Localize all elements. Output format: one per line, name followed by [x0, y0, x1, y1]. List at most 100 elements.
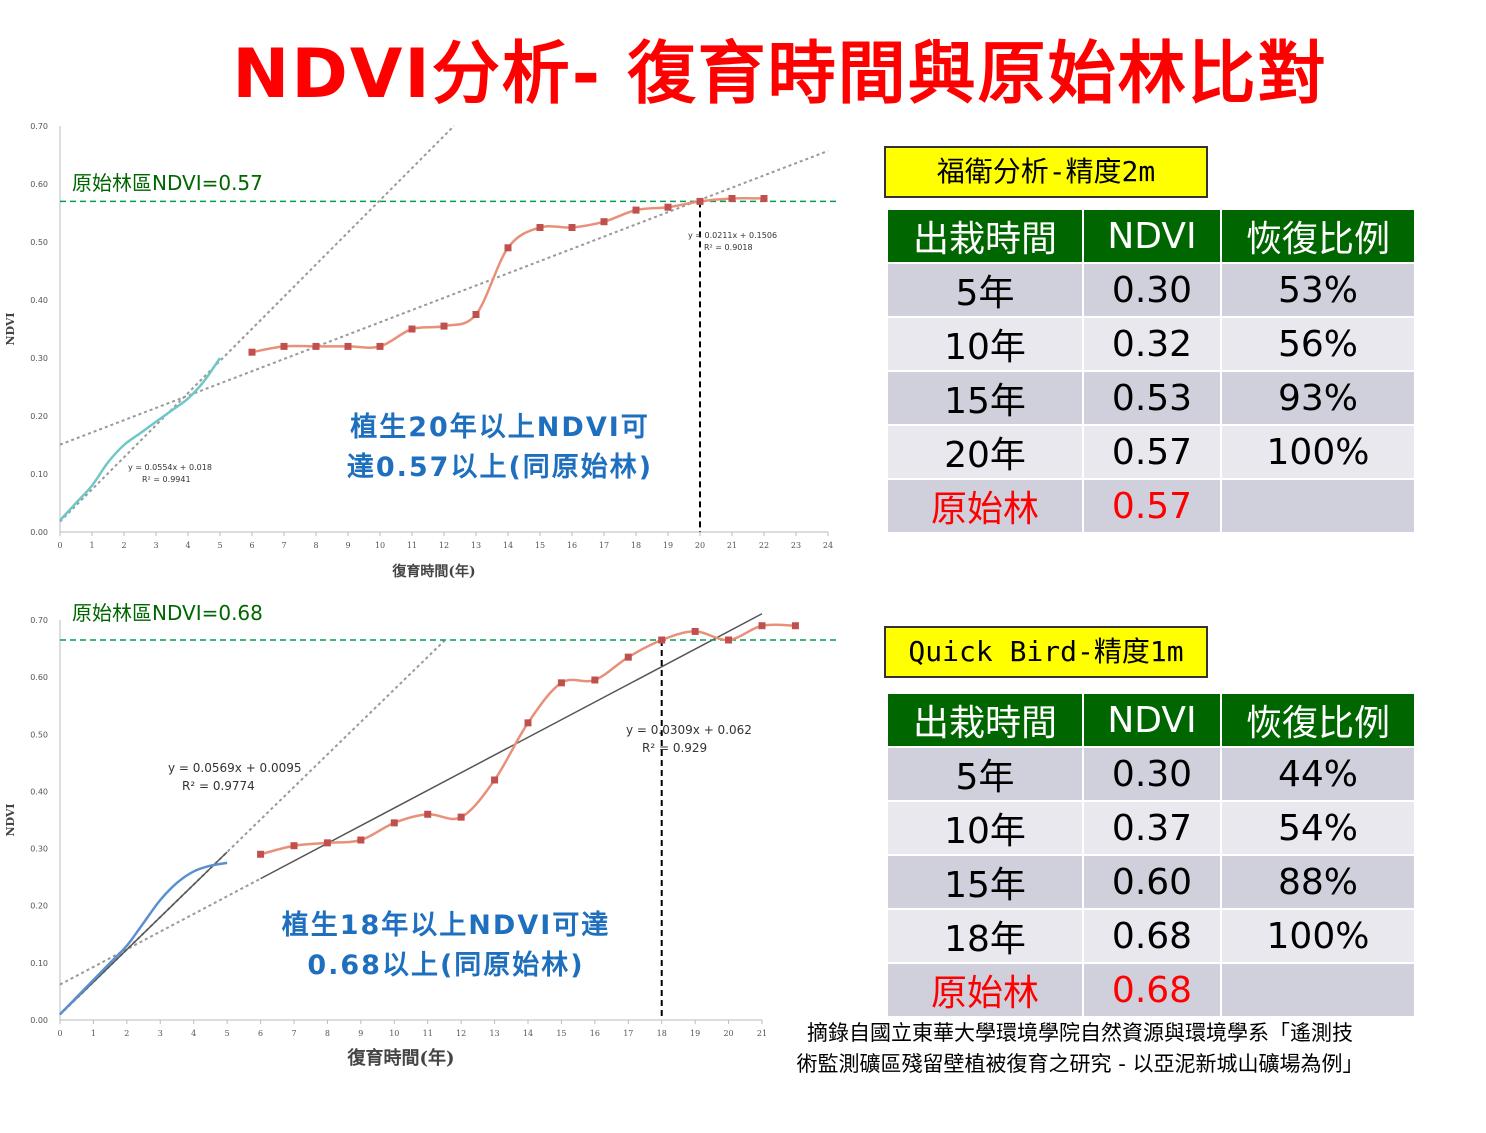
early-fit-r2: R² = 0.9941: [142, 475, 191, 484]
y-tick-label: 0.70: [30, 616, 48, 625]
x-tick-label: 3: [153, 541, 158, 550]
x-tick-label: 11: [423, 1029, 433, 1038]
data-point-marker: [591, 676, 599, 684]
table-row: 10年 0.32 56%: [886, 316, 1416, 372]
x-tick-label: 7: [291, 1029, 296, 1038]
data-point-marker: [600, 218, 608, 226]
x-tick-label: 17: [623, 1029, 633, 1038]
x-tick-label: 13: [471, 541, 481, 550]
x-tick-label: 5: [217, 541, 222, 550]
x-tick-label: 22: [759, 541, 769, 550]
x-tick-label: 16: [590, 1029, 600, 1038]
data-point-marker: [257, 850, 265, 858]
x-tick-label: 10: [375, 541, 385, 550]
late-fit-r2: R² = 0.929: [642, 741, 707, 755]
table-cell: 44%: [1220, 746, 1416, 802]
table-cell: 15年: [886, 854, 1084, 910]
data-point-marker: [312, 342, 320, 350]
table-cell: 5年: [886, 746, 1084, 802]
y-tick-label: 0.10: [30, 959, 48, 968]
late-series-line: [260, 623, 796, 856]
data-point-marker: [472, 311, 480, 318]
late-trendline-extension: [59, 877, 262, 986]
data-point-marker: [725, 636, 733, 644]
x-tick-label: 15: [535, 541, 545, 550]
y-tick-label: 0.00: [30, 528, 48, 537]
data-point-marker: [791, 622, 799, 630]
x-tick-label: 9: [345, 541, 350, 550]
table-cell: 0.30: [1082, 262, 1222, 318]
table-cell: 5年: [886, 262, 1084, 318]
data-point-marker: [344, 342, 352, 350]
x-tick-label: 4: [185, 541, 190, 550]
data-point-marker: [624, 653, 632, 661]
table-cell: 原始林: [886, 478, 1084, 534]
late-fit-r2: R² = 0.9018: [704, 243, 753, 252]
x-tick-label: 10: [389, 1029, 399, 1038]
x-tick-label: 12: [456, 1029, 466, 1038]
x-tick-label: 6: [249, 541, 254, 550]
y-axis-label: NDVI: [4, 803, 17, 836]
table-cell: 0.57: [1082, 424, 1222, 480]
table-header-row: 出栽時間 NDVI 恢復比例: [886, 208, 1416, 264]
table-cell: 10年: [886, 316, 1084, 372]
x-tick-label: 15: [556, 1029, 566, 1038]
x-tick-label: 14: [503, 541, 513, 550]
y-tick-label: 0.10: [30, 470, 48, 479]
data-point-marker: [457, 813, 465, 821]
late-trendline: [260, 613, 763, 880]
panel-header-satellite: 福衛分析-精度2m: [884, 146, 1208, 198]
table-cell: 93%: [1220, 370, 1416, 426]
y-tick-label: 0.30: [30, 845, 48, 854]
table-row: 5年 0.30 53%: [886, 262, 1416, 318]
early-fit-r2: R² = 0.9774: [182, 779, 255, 793]
annotation-text: 達0.57以上(同原始林): [347, 451, 653, 483]
column-header: NDVI: [1082, 692, 1222, 748]
table-cell: 100%: [1220, 908, 1416, 964]
table-cell: 10年: [886, 800, 1084, 856]
late-fit-equation: y = 0.0211x + 0.1506: [688, 231, 777, 240]
table-cell: 0.60: [1082, 854, 1222, 910]
early-fit-equation: y = 0.0569x + 0.0095: [168, 761, 302, 775]
chart-quickbird-1m: 0.00 0.10 0.20 0.30 0.40 0.50 0.60 0.70 0 1 2 3 4 5 6 7…: [0, 600, 840, 1080]
x-tick-label: 19: [663, 541, 673, 550]
table-cell: 0.57: [1082, 478, 1222, 534]
y-tick-label: 0.40: [30, 296, 48, 305]
data-point-marker: [424, 810, 432, 818]
y-tick-label: 0.60: [30, 180, 48, 189]
data-point-marker: [696, 197, 704, 205]
data-point-marker: [376, 342, 384, 350]
data-point-marker: [658, 636, 666, 644]
x-tick-label: 16: [567, 541, 577, 550]
x-tick-label: 20: [695, 541, 705, 550]
annotation-text: 0.68以上(同原始林): [307, 949, 584, 981]
chart-svg-1: 0.000.100.200.300.400.500.600.700 1 2 3 4 5 6 7…: [4, 122, 838, 580]
x-tick-label: 3: [158, 1029, 163, 1038]
table-cell: [1220, 478, 1416, 534]
x-tick-label: 17: [599, 541, 609, 550]
y-axis-label: NDVI: [4, 312, 17, 345]
data-point-marker: [758, 622, 766, 630]
data-point-marker: [357, 836, 365, 844]
y-tick-label: 0.60: [30, 673, 48, 682]
table-cell: 56%: [1220, 316, 1416, 372]
x-axis-label: 復育時間(年): [346, 1047, 454, 1069]
source-line-1: 摘錄自國立東華大學環境學院自然資源與環境學系「遙測技: [807, 1021, 1353, 1045]
data-point-marker: [760, 195, 768, 202]
data-point-marker: [323, 839, 331, 847]
y-tick-label: 0.50: [30, 238, 48, 247]
data-point-marker: [280, 342, 288, 350]
table-cell: 20年: [886, 424, 1084, 480]
x-tick-label: 1: [91, 1029, 96, 1038]
x-tick-label: 13: [489, 1029, 499, 1038]
table-cell: 0.53: [1082, 370, 1222, 426]
table-cell: 0.68: [1082, 962, 1222, 1018]
x-tick-label: 0: [57, 1029, 62, 1038]
data-point-marker: [568, 224, 576, 231]
x-tick-label: 7: [281, 541, 286, 550]
data-point-marker: [390, 819, 398, 827]
early-fit-equation: y = 0.0554x + 0.018: [128, 463, 212, 472]
data-point-marker: [632, 206, 640, 214]
x-tick-label: 2: [121, 541, 126, 550]
chart-satellite-2m: 0.00 0.10 0.20 0.30 0.40 0.50 0.60 0.70 0 1 2 3 4 5 6 7…: [0, 108, 840, 588]
